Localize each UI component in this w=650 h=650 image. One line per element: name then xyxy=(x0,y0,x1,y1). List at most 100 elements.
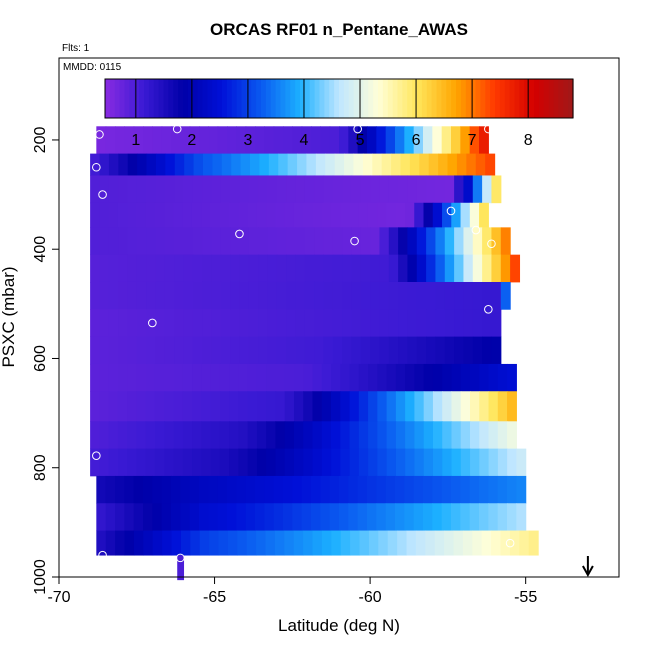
sample-point xyxy=(98,190,107,199)
heatmap-cell xyxy=(398,227,409,256)
heatmap-cell xyxy=(295,227,306,256)
heatmap-cell xyxy=(314,254,325,283)
heatmap-cell xyxy=(312,448,323,477)
heatmap-cell xyxy=(451,202,462,228)
heatmap-cell xyxy=(155,281,166,310)
heatmap-cell xyxy=(211,254,222,283)
heatmap-cell xyxy=(329,503,340,531)
heatmap-cell xyxy=(133,126,144,155)
heatmap-cell xyxy=(435,336,446,365)
heatmap-cell xyxy=(407,227,418,256)
heatmap-cell xyxy=(304,281,315,310)
heatmap-cell xyxy=(117,391,128,422)
heatmap-cell xyxy=(379,175,390,204)
heatmap-cell xyxy=(164,421,175,450)
heatmap-cell xyxy=(171,475,181,504)
sample-point xyxy=(484,124,493,134)
colorbar-tick-label: 5 xyxy=(356,132,365,149)
colorbar-segment xyxy=(387,79,394,118)
x-axis-label: Latitude (deg N) xyxy=(278,616,400,635)
sample-point xyxy=(471,225,481,235)
colorbar-segment xyxy=(534,79,540,118)
heatmap-cell xyxy=(332,254,343,283)
heatmap-cell xyxy=(507,503,517,531)
heatmap-cell xyxy=(330,202,341,228)
heatmap-cell xyxy=(315,153,326,176)
heatmap-cell xyxy=(161,503,172,531)
colorbar-segment xyxy=(187,79,194,118)
heatmap-cell xyxy=(247,421,258,450)
heatmap-cell xyxy=(276,281,287,310)
colorbar-tick-label: 3 xyxy=(243,132,252,149)
heatmap-cell xyxy=(199,126,209,155)
colorbar-segment xyxy=(524,79,530,118)
heatmap-cell xyxy=(409,153,420,176)
heatmap-cell xyxy=(472,530,483,556)
heatmap-cell xyxy=(416,309,427,338)
heatmap-cell xyxy=(351,227,362,256)
heatmap-cell xyxy=(118,153,129,176)
heatmap-cell xyxy=(99,448,110,477)
heatmap-cell xyxy=(183,227,194,256)
heatmap-cell xyxy=(171,126,181,155)
colorbar-segment xyxy=(222,79,228,118)
heatmap-cell xyxy=(507,448,517,477)
heatmap-cell xyxy=(435,175,446,204)
heatmap-cell xyxy=(314,175,325,204)
heatmap-cell xyxy=(164,363,175,392)
heatmap-cell xyxy=(321,363,332,392)
heatmap-cell xyxy=(320,126,331,155)
heatmap-cell xyxy=(265,530,276,556)
heatmap-cell xyxy=(118,309,129,338)
heatmap-cell xyxy=(283,126,293,155)
sample-point xyxy=(353,124,362,134)
heatmap-cell xyxy=(154,391,165,422)
heatmap-cell xyxy=(248,336,259,365)
heatmap-cell xyxy=(202,336,213,365)
colorbar-segment xyxy=(114,79,121,118)
heatmap-cell xyxy=(460,448,471,477)
heatmap-cell xyxy=(434,530,445,556)
heatmap-cell xyxy=(162,530,173,556)
heatmap-cell xyxy=(426,175,437,204)
heatmap-cell xyxy=(488,503,499,531)
heatmap-cell xyxy=(340,391,351,422)
heatmap-cell xyxy=(136,254,147,283)
heatmap-cell xyxy=(146,254,157,283)
heatmap-cell xyxy=(90,202,100,228)
heatmap-cell xyxy=(497,391,508,422)
heatmap-cell xyxy=(339,503,349,531)
heatmap-cell xyxy=(238,448,249,477)
heatmap-cell xyxy=(323,309,334,338)
heatmap-cell xyxy=(90,363,100,392)
colorbar-tick-label: 6 xyxy=(412,132,421,149)
colorbar-segment xyxy=(251,79,257,118)
heatmap-cell xyxy=(368,391,378,422)
heatmap-cell xyxy=(385,126,396,155)
heatmap-cell xyxy=(255,503,265,531)
heatmap-cell xyxy=(143,475,153,504)
heatmap-cell xyxy=(407,336,418,365)
heatmap-cell xyxy=(199,475,209,504)
heatmap-cell xyxy=(405,363,416,392)
heatmap-cell xyxy=(208,503,219,531)
y-tick-label: 1000 xyxy=(32,559,49,595)
heatmap-cell xyxy=(321,391,332,422)
heatmap-cell xyxy=(136,175,147,204)
heatmap-cell xyxy=(208,126,219,155)
heatmap-cell xyxy=(414,363,425,392)
heatmap-cell xyxy=(444,254,455,283)
heatmap-cell xyxy=(482,175,493,204)
heatmap-cell xyxy=(146,336,157,365)
heatmap-cell xyxy=(444,281,455,310)
heatmap-cell xyxy=(340,202,351,228)
heatmap-cell xyxy=(331,421,341,450)
heatmap-cell xyxy=(239,254,250,283)
heatmap-cell xyxy=(325,153,336,176)
heatmap-cell xyxy=(491,336,502,365)
heatmap-cell xyxy=(259,153,270,176)
heatmap-cell xyxy=(143,503,153,531)
heatmap-cell xyxy=(500,530,511,556)
heatmap-cell xyxy=(136,281,147,310)
colorbar-segment xyxy=(407,79,413,118)
